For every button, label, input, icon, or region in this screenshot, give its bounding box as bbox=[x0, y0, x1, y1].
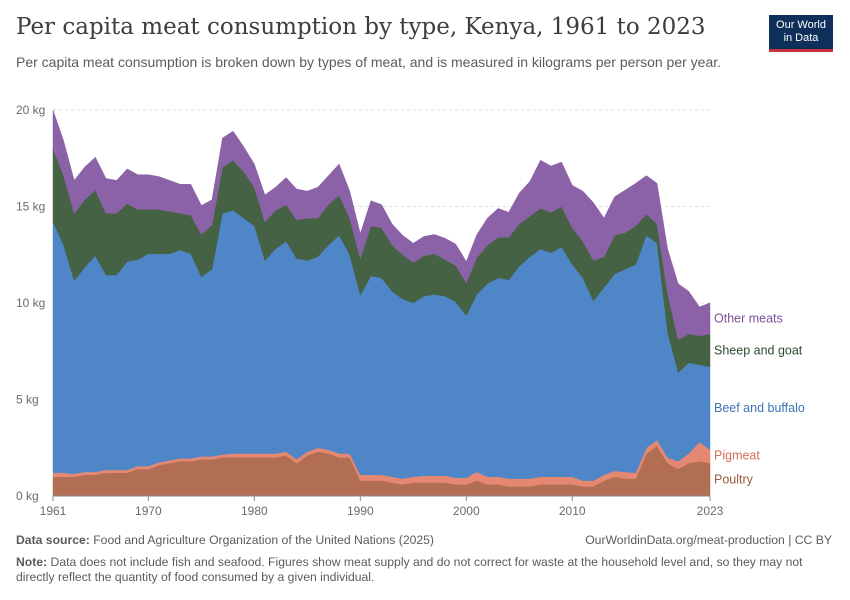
stacked-area-chart: 0 kg 5 kg 10 kg 15 kg 20 kg 1961 1970 1980 1990 2… bbox=[16, 103, 805, 518]
data-source: Data source: Food and Agriculture Organi… bbox=[16, 533, 536, 548]
legend-label-pigmeat[interactable]: Pigmeat bbox=[714, 448, 760, 462]
x-tick-label: 2000 bbox=[453, 504, 480, 518]
legend-label-sheep-and-goat[interactable]: Sheep and goat bbox=[714, 343, 803, 357]
chart-subtitle: Per capita meat consumption is broken do… bbox=[16, 54, 722, 70]
x-tick-label: 2023 bbox=[697, 504, 724, 518]
note-text: Data does not include fish and seafood. … bbox=[16, 555, 803, 584]
owid-logo[interactable]: Our World in Data bbox=[769, 15, 833, 52]
x-tick-label: 2010 bbox=[559, 504, 586, 518]
y-tick-label: 15 kg bbox=[16, 200, 45, 214]
y-tick-label: 20 kg bbox=[16, 103, 45, 117]
source-text[interactable]: Food and Agriculture Organization of the… bbox=[93, 533, 434, 547]
x-tick-label: 1970 bbox=[135, 504, 162, 518]
x-tick-label: 1961 bbox=[40, 504, 67, 518]
logo-line-2: in Data bbox=[783, 32, 819, 44]
y-tick-label: 5 kg bbox=[16, 393, 39, 407]
y-tick-label: 10 kg bbox=[16, 296, 45, 310]
y-tick-label: 0 kg bbox=[16, 489, 39, 503]
chart-note: Note: Data does not include fish and sea… bbox=[16, 555, 831, 585]
x-tick-label: 1980 bbox=[241, 504, 268, 518]
legend-label-other-meats[interactable]: Other meats bbox=[714, 311, 783, 325]
chart-title: Per capita meat consumption by type, Ken… bbox=[16, 14, 706, 40]
area-other-meats[interactable] bbox=[52, 109, 711, 341]
source-url[interactable]: OurWorldinData.org/meat-production | CC … bbox=[585, 533, 832, 547]
logo-line-1: Our World bbox=[776, 19, 826, 31]
source-label: Data source: bbox=[16, 533, 90, 547]
x-tick-label: 1990 bbox=[347, 504, 374, 518]
legend-label-poultry[interactable]: Poultry bbox=[714, 473, 754, 487]
note-label: Note: bbox=[16, 555, 48, 569]
legend-label-beef-and-buffalo[interactable]: Beef and buffalo bbox=[714, 401, 805, 415]
